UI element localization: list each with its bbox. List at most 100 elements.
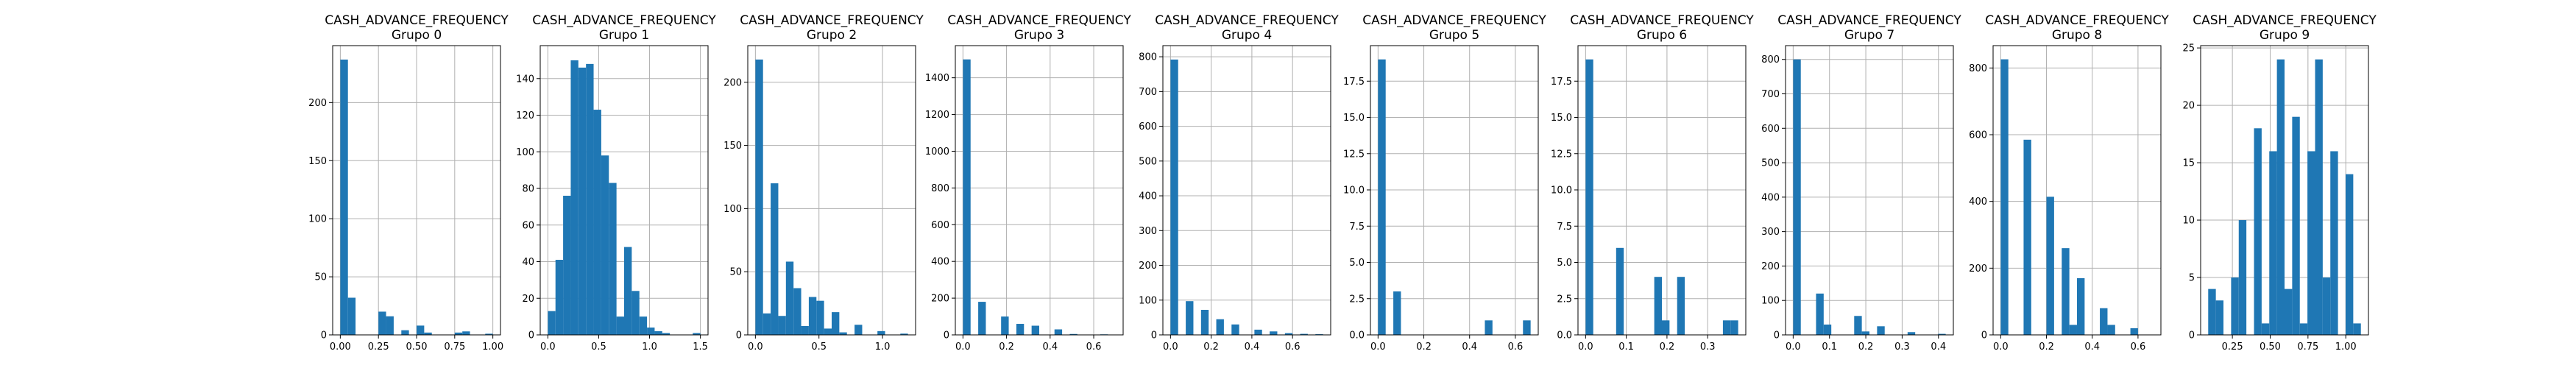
x-tick-label: 0.1 — [1618, 342, 1634, 353]
axes-frame — [2200, 45, 2369, 336]
y-tick-label: 200 — [723, 77, 742, 88]
y-tick-label: 0 — [321, 330, 327, 342]
histogram-bar — [1186, 301, 1194, 335]
histogram-bar — [2269, 151, 2277, 335]
histogram-bar — [1069, 333, 1078, 335]
histogram-bar — [832, 312, 840, 335]
axes-frame — [1162, 45, 1331, 336]
x-tick-label: 0.00 — [330, 342, 351, 353]
histogram-bar — [2130, 328, 2138, 335]
x-tick-label: 0.0 — [1370, 342, 1386, 353]
chart-title-line-2: Grupo 5 — [1429, 28, 1479, 43]
histogram-bar — [854, 325, 863, 335]
histogram-bar — [601, 155, 609, 335]
histogram-bar — [639, 316, 648, 335]
y-tick-label: 700 — [1139, 87, 1157, 98]
histogram-bar — [2254, 128, 2262, 336]
y-tick-label: 800 — [1761, 54, 1780, 66]
y-tick-label: 0 — [1151, 330, 1157, 342]
histogram-bar — [378, 311, 386, 335]
y-tick-label: 800 — [931, 183, 949, 194]
axes-frame — [539, 45, 709, 336]
x-tick-label: 0.0 — [1578, 342, 1593, 353]
histogram-bar — [2292, 116, 2300, 335]
chart-title-line-1: CASH_ADVANCE_FREQUENCY — [2193, 13, 2377, 28]
histogram-bar — [662, 333, 670, 335]
chart-title-line-2: Grupo 0 — [392, 28, 442, 43]
histogram-panel-9: 0.25 0.50 0.75 1.00 0 5 10 15 20 25 CASH_ADVANCE_F… — [2182, 13, 2377, 353]
x-tick-label: 0.2 — [1416, 342, 1432, 353]
x-tick-label: 0.4 — [1931, 342, 1946, 353]
histogram-bar — [2261, 323, 2270, 335]
x-tick-label: 0.4 — [1245, 342, 1260, 353]
y-tick-label: 150 — [308, 156, 327, 167]
axes-frame — [1785, 45, 1954, 336]
histogram-bar — [1677, 277, 1685, 335]
y-tick-label: 800 — [1969, 63, 1987, 74]
histogram-bar — [1001, 316, 1009, 335]
histogram-bar — [424, 332, 432, 335]
histogram-bar — [778, 316, 786, 335]
y-tick-label: 7.5 — [1349, 222, 1365, 233]
x-tick-label: 0.6 — [1508, 342, 1524, 353]
y-tick-label: 600 — [1761, 124, 1780, 135]
histogram-bar — [801, 325, 809, 335]
histogram-bar — [386, 316, 394, 335]
y-tick-label: 0 — [1774, 330, 1780, 342]
histogram-panel-1: 0.0 0.5 1.0 1.5 0 20 40 60 80 100 120 140 CASH_ADVAN… — [516, 13, 716, 353]
histogram-panel-6: 0.0 0.1 0.2 0.3 0.0 2.5 5.0 7.5 10.0 12.5 15.0 17.5… — [1551, 13, 1754, 353]
x-tick-label: 0.1 — [1822, 342, 1837, 353]
chart-title-line-1: CASH_ADVANCE_FREQUENCY — [1777, 13, 1961, 28]
histogram-bar — [1854, 316, 1862, 335]
histogram-bar — [2322, 277, 2331, 335]
histogram-bar — [1485, 320, 1493, 335]
y-tick-label: 25 — [2182, 43, 2195, 54]
histogram-bar — [2315, 59, 2323, 335]
histogram-bar — [1907, 332, 1916, 335]
histogram-bar — [2345, 174, 2354, 335]
chart-title-line-1: CASH_ADVANCE_FREQUENCY — [1155, 13, 1339, 28]
y-tick-label: 10.0 — [1343, 185, 1365, 197]
histogram-panel-2: 0.0 0.5 1.0 0 50 100 150 200 CASH_ADVANCE_FREQUE… — [723, 13, 924, 353]
y-tick-label: 12.5 — [1551, 149, 1572, 160]
x-tick-label: 0.6 — [1285, 342, 1301, 353]
x-tick-label: 0.6 — [1086, 342, 1102, 353]
histogram-bar — [1877, 326, 1885, 335]
y-tick-label: 12.5 — [1343, 149, 1365, 160]
x-tick-label: 0.2 — [2039, 342, 2054, 353]
histogram-bar — [578, 67, 587, 336]
x-tick-label: 0.4 — [1042, 342, 1058, 353]
y-tick-label: 5.0 — [1557, 258, 1572, 269]
x-tick-label: 0.0 — [748, 342, 763, 353]
histogram-bar — [2231, 277, 2239, 335]
histogram-bar — [548, 311, 556, 335]
histogram-bar — [1254, 329, 1262, 335]
chart-title-line-2: Grupo 2 — [807, 28, 857, 43]
histogram-bar — [2023, 139, 2031, 335]
y-tick-label: 200 — [931, 294, 949, 305]
histogram-bar — [586, 63, 594, 336]
histogram-bar — [2107, 325, 2115, 335]
x-tick-label: 0.0 — [1993, 342, 2009, 353]
histogram-bar — [693, 333, 701, 335]
y-tick-label: 400 — [1761, 192, 1780, 203]
chart-title-line-2: Grupo 7 — [1844, 28, 1894, 43]
y-tick-label: 100 — [516, 147, 534, 158]
y-tick-label: 5.0 — [1349, 258, 1365, 269]
y-tick-label: 600 — [1969, 130, 1987, 141]
histogram-bar — [1270, 331, 1278, 335]
x-tick-label: 1.00 — [482, 342, 503, 353]
histogram-panels: 0.00 0.25 0.50 0.75 1.00050100150200CASH_ADV… — [308, 13, 2377, 353]
axes-frame — [1992, 45, 2162, 336]
histogram-bar — [2046, 197, 2054, 335]
histogram-bar — [1523, 320, 1531, 335]
histogram-bar — [1284, 333, 1293, 335]
chart-title-line-1: CASH_ADVANCE_FREQUENCY — [532, 13, 716, 28]
x-tick-label: 0.50 — [2260, 342, 2281, 353]
histogram-bar — [1654, 277, 1662, 335]
histogram-bar — [1938, 333, 1946, 335]
histogram-bar — [1378, 59, 1386, 335]
y-tick-label: 5 — [2189, 273, 2195, 284]
x-tick-label: 0.0 — [1786, 342, 1801, 353]
